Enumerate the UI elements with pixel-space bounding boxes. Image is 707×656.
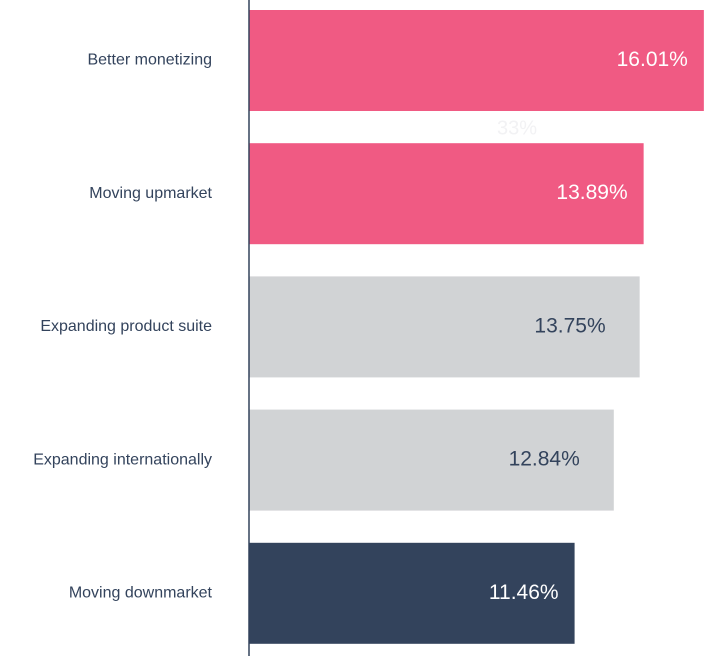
value-label: 13.89%	[556, 181, 627, 204]
bar	[249, 276, 640, 378]
bar	[249, 143, 644, 245]
category-label: Better monetizing	[87, 52, 212, 69]
bar	[249, 542, 575, 644]
category-label: Moving downmarket	[69, 585, 213, 602]
value-label: 13.75%	[534, 314, 605, 337]
category-label: Moving upmarket	[89, 185, 212, 202]
annotation: 33%	[497, 117, 537, 139]
category-label: Expanding internationally	[33, 451, 212, 468]
category-label: Expanding product suite	[40, 318, 212, 335]
value-label: 11.46%	[489, 581, 559, 604]
bar	[249, 409, 614, 511]
bar	[249, 10, 704, 111]
value-label: 12.84%	[509, 448, 580, 471]
value-label: 16.01%	[617, 48, 688, 71]
